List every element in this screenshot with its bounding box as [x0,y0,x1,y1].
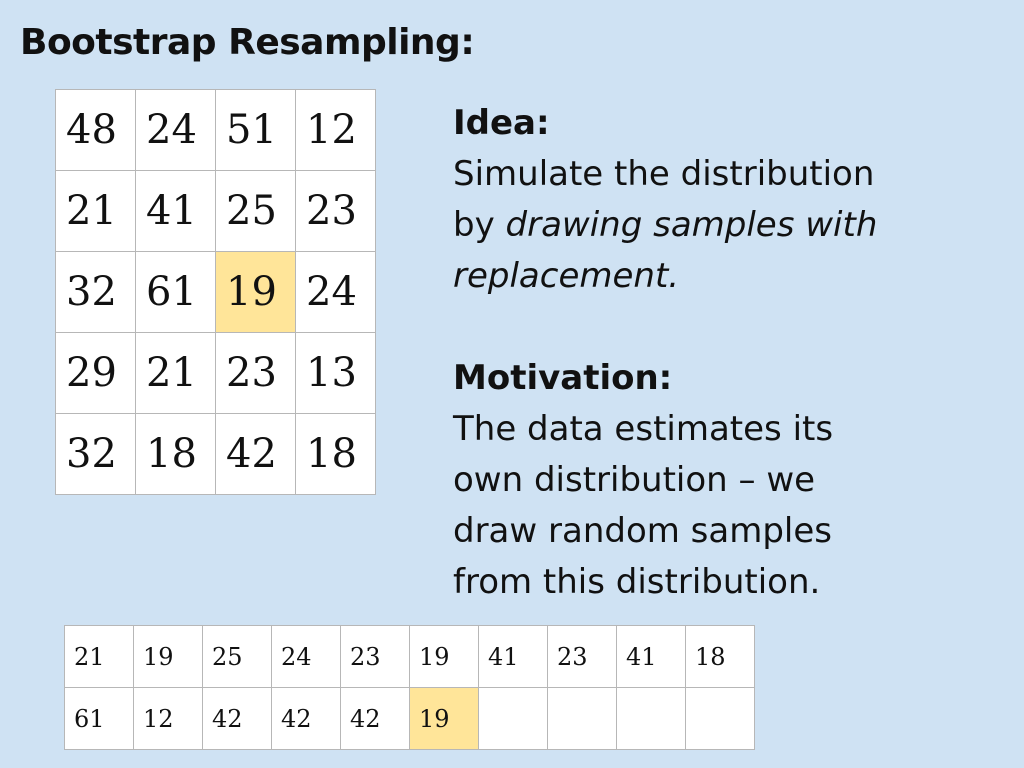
idea-line: Simulate the distribution [453,154,875,194]
grid-cell-highlighted: 19 [215,251,296,333]
sample-row: 61 12 42 42 42 19 [64,687,755,750]
sample-cell: 61 [64,687,134,750]
grid-cell: 48 [55,89,136,171]
sample-cell: 21 [64,625,134,688]
sample-cell: 42 [340,687,410,750]
grid-row: 48 24 51 12 [55,89,376,171]
grid-cell: 21 [55,170,136,252]
sample-cell: 19 [409,625,479,688]
motivation-line: own distribution – we [453,460,816,500]
grid-cell: 24 [295,251,376,333]
sample-cell: 23 [547,625,617,688]
grid-cell: 51 [215,89,296,171]
sample-cell: 41 [478,625,548,688]
grid-cell: 13 [295,332,376,414]
grid-cell: 61 [135,251,216,333]
spacer [453,302,993,353]
sample-cell: 23 [340,625,410,688]
data-grid: 48 24 51 12 21 41 25 23 32 61 19 24 29 2… [55,89,376,495]
sample-row: 21 19 25 24 23 19 41 23 41 18 [64,625,755,688]
grid-cell: 12 [295,89,376,171]
idea-line: by [453,205,506,245]
motivation-line: from this distribution. [453,562,821,602]
sample-cell: 41 [616,625,686,688]
sample-cell: 12 [133,687,203,750]
grid-cell: 23 [295,170,376,252]
sample-cell: 25 [202,625,272,688]
grid-cell: 42 [215,413,296,495]
idea-emphasis: replacement. [453,256,680,296]
grid-cell: 18 [295,413,376,495]
sample-cell: 19 [133,625,203,688]
grid-cell: 29 [55,332,136,414]
sample-cell: 24 [271,625,341,688]
grid-cell: 24 [135,89,216,171]
explanation-text: Idea: Simulate the distribution by drawi… [453,98,993,608]
grid-cell: 23 [215,332,296,414]
idea-heading: Idea: [453,103,550,143]
motivation-line: draw random samples [453,511,833,551]
sample-cell-empty [616,687,686,750]
sample-cell: 18 [685,625,755,688]
grid-row: 29 21 23 13 [55,332,376,414]
idea-emphasis: drawing samples with [505,205,878,245]
sample-cell-highlighted: 19 [409,687,479,750]
sample-cell-empty [685,687,755,750]
grid-cell: 41 [135,170,216,252]
motivation-line: The data estimates its [453,409,834,449]
grid-cell: 25 [215,170,296,252]
grid-cell: 21 [135,332,216,414]
grid-cell: 18 [135,413,216,495]
grid-cell: 32 [55,251,136,333]
slide-title: Bootstrap Resampling: [20,22,475,63]
sample-cell-empty [478,687,548,750]
sample-cell-empty [547,687,617,750]
grid-row: 21 41 25 23 [55,170,376,252]
sample-cell: 42 [202,687,272,750]
grid-row: 32 61 19 24 [55,251,376,333]
sample-cell: 42 [271,687,341,750]
grid-cell: 32 [55,413,136,495]
motivation-heading: Motivation: [453,358,673,398]
bootstrap-sample-table: 21 19 25 24 23 19 41 23 41 18 61 12 42 4… [64,625,755,750]
grid-row: 32 18 42 18 [55,413,376,495]
